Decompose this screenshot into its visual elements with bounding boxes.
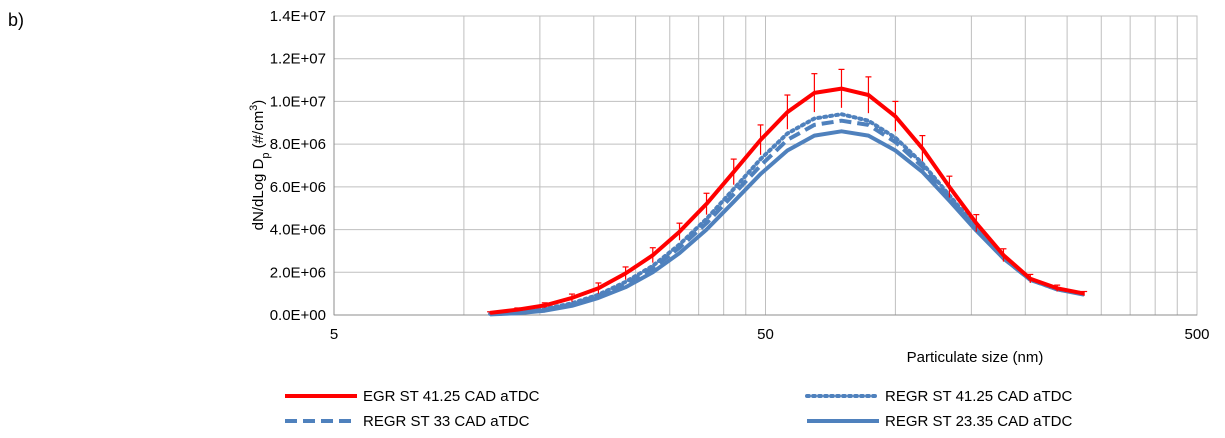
legend-label: REGR ST 33 CAD aTDC [363, 413, 530, 430]
y-tick-label: 1.2E+07 [270, 51, 326, 68]
legend-label: REGR ST 23.35 CAD aTDC [885, 413, 1072, 430]
y-tick-label: 0.0E+00 [270, 307, 326, 324]
y-tick-label: 4.0E+06 [270, 222, 326, 239]
y-tick-label: 6.0E+06 [270, 179, 326, 196]
panel-label: b) [8, 10, 25, 30]
y-tick-label: 1.0E+07 [270, 93, 326, 110]
legend-label: REGR ST 41.25 CAD aTDC [885, 388, 1072, 405]
legend-item: EGR ST 41.25 CAD aTDC [285, 388, 540, 405]
y-tick-label: 2.0E+06 [270, 264, 326, 281]
y-axis-label: dN/dLog Dp (#/cm3) [248, 100, 272, 231]
series-group [487, 68, 1088, 317]
series-3 [489, 129, 1085, 317]
legend-item: REGR ST 23.35 CAD aTDC [807, 413, 1072, 430]
tick-labels: 0.0E+00 2.0E+06 4.0E+06 6.0E+06 8.0E+06 1.0E+… [270, 8, 1210, 343]
legend-label: EGR ST 41.25 CAD aTDC [363, 388, 540, 405]
series-line [490, 129, 1085, 317]
legend-item: REGR ST 41.25 CAD aTDC [805, 388, 1072, 405]
series-0 [487, 68, 1088, 315]
axes [333, 15, 1198, 316]
x-tick-label: 50 [757, 326, 774, 343]
y-tick-label: 8.0E+06 [270, 136, 326, 153]
grid [333, 15, 1198, 316]
x-axis-label: Particulate size (nm) [907, 349, 1044, 366]
x-tick-label: 500 [1184, 326, 1209, 343]
legend: EGR ST 41.25 CAD aTDC REGR ST 41.25 CAD a… [285, 388, 1072, 430]
legend-item: REGR ST 33 CAD aTDC [285, 413, 530, 430]
x-tick-label: 5 [330, 326, 338, 343]
y-tick-label: 1.4E+07 [270, 8, 326, 25]
